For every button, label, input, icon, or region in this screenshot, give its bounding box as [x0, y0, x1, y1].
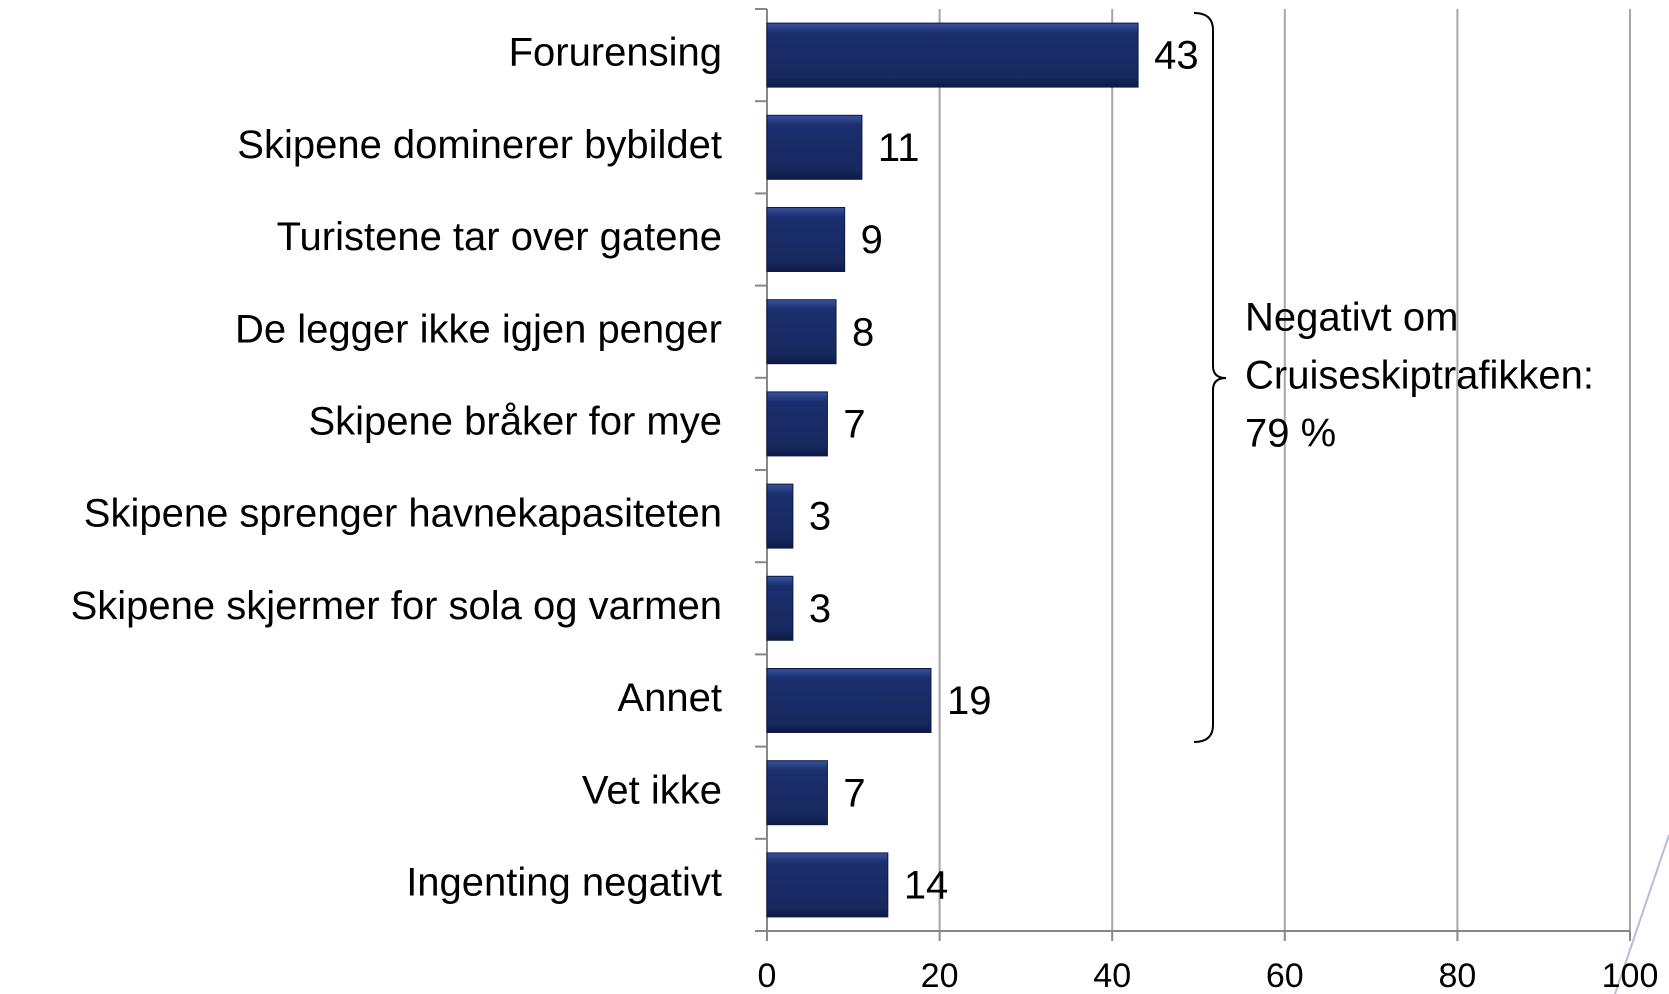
- value-label: 7: [843, 402, 865, 446]
- value-label: 14: [904, 863, 949, 907]
- y-tick-label: Vet ikke: [582, 768, 722, 812]
- y-tick-label: Ingenting negativt: [406, 860, 722, 904]
- bar: [766, 22, 1139, 88]
- x-tick-label: 80: [1438, 957, 1476, 994]
- x-tick-label: 20: [921, 957, 959, 994]
- value-label: 3: [809, 495, 831, 539]
- value-label: 7: [843, 771, 865, 815]
- bar: [766, 207, 846, 272]
- annotation: Cruiseskiptrafikken:: [1245, 354, 1594, 398]
- y-tick-label: Skipene bråker for mye: [308, 399, 722, 443]
- value-label: 43: [1154, 34, 1199, 78]
- y-tick-label: Turistene tar over gatene: [277, 215, 722, 259]
- bar: [766, 114, 863, 180]
- x-tick-label: 0: [758, 957, 777, 994]
- bar: [766, 668, 932, 733]
- decor-line: [1614, 834, 1669, 994]
- value-label: 3: [809, 587, 831, 631]
- value-label: 19: [947, 679, 992, 723]
- annotation: Negativt om: [1245, 296, 1458, 340]
- bar: [766, 760, 828, 826]
- value-label: 9: [861, 218, 883, 262]
- y-tick-label: Skipene sprenger havnekapasiteten: [84, 492, 722, 536]
- value-label: 11: [878, 126, 920, 170]
- x-tick-label: 60: [1266, 957, 1304, 994]
- y-tick-label: De legger ikke igjen penger: [235, 307, 722, 351]
- y-tick-label: Skipene skjermer for sola og varmen: [71, 584, 722, 628]
- bar: [766, 852, 889, 918]
- y-tick-label: Annet: [617, 676, 722, 720]
- bar: [766, 299, 837, 365]
- bar: [766, 483, 794, 549]
- annotation: 79 %: [1245, 412, 1336, 456]
- bracket: [1193, 12, 1227, 743]
- y-tick-label: Skipene dominerer bybildet: [237, 123, 722, 167]
- bar: [766, 575, 794, 641]
- bar: [766, 391, 828, 457]
- y-tick-label: Forurensing: [509, 31, 722, 75]
- x-tick-label: 100: [1602, 957, 1659, 994]
- value-label: 8: [852, 310, 874, 354]
- x-tick-label: 40: [1093, 957, 1131, 994]
